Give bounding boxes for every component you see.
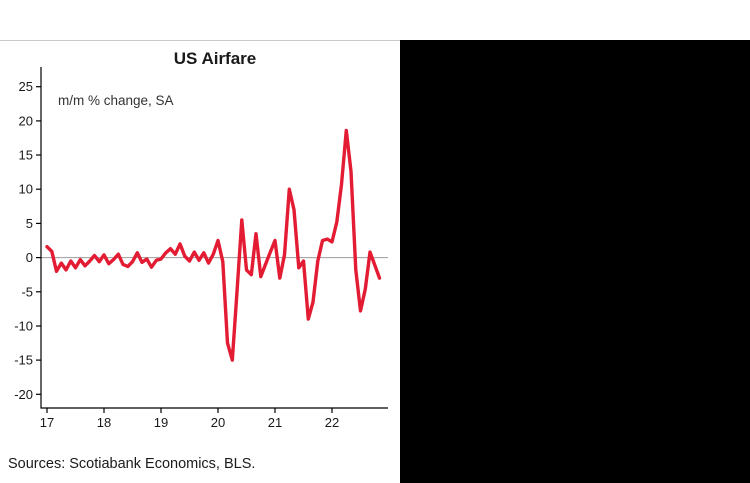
svg-text:25: 25 <box>19 79 33 94</box>
svg-text:-15: -15 <box>14 353 33 368</box>
svg-text:20: 20 <box>19 113 33 128</box>
svg-text:-5: -5 <box>21 284 33 299</box>
source-note: Sources: Scotiabank Economics, BLS. <box>8 456 256 472</box>
svg-text:5: 5 <box>26 216 33 231</box>
svg-text:22: 22 <box>325 415 339 430</box>
svg-text:17: 17 <box>40 415 54 430</box>
svg-text:-10: -10 <box>14 319 33 334</box>
svg-text:-20: -20 <box>14 387 33 402</box>
svg-text:15: 15 <box>19 148 33 163</box>
svg-text:21: 21 <box>268 415 282 430</box>
chart-title: US Airfare <box>173 49 257 68</box>
chart-annotation: m/m % change, SA <box>58 93 174 108</box>
svg-text:18: 18 <box>97 415 111 430</box>
svg-text:19: 19 <box>154 415 168 430</box>
airfare-chart-panel: 25 20 15 10 5 0 -5 -10 -15 -20 17 18 19 20 21 22 US Air… <box>0 40 400 453</box>
svg-text:20: 20 <box>211 415 225 430</box>
black-side-panel <box>400 40 750 483</box>
svg-text:0: 0 <box>26 250 33 265</box>
svg-text:10: 10 <box>19 182 33 197</box>
airfare-line-chart: 25 20 15 10 5 0 -5 -10 -15 -20 17 18 19 20 21 22 <box>14 67 388 430</box>
